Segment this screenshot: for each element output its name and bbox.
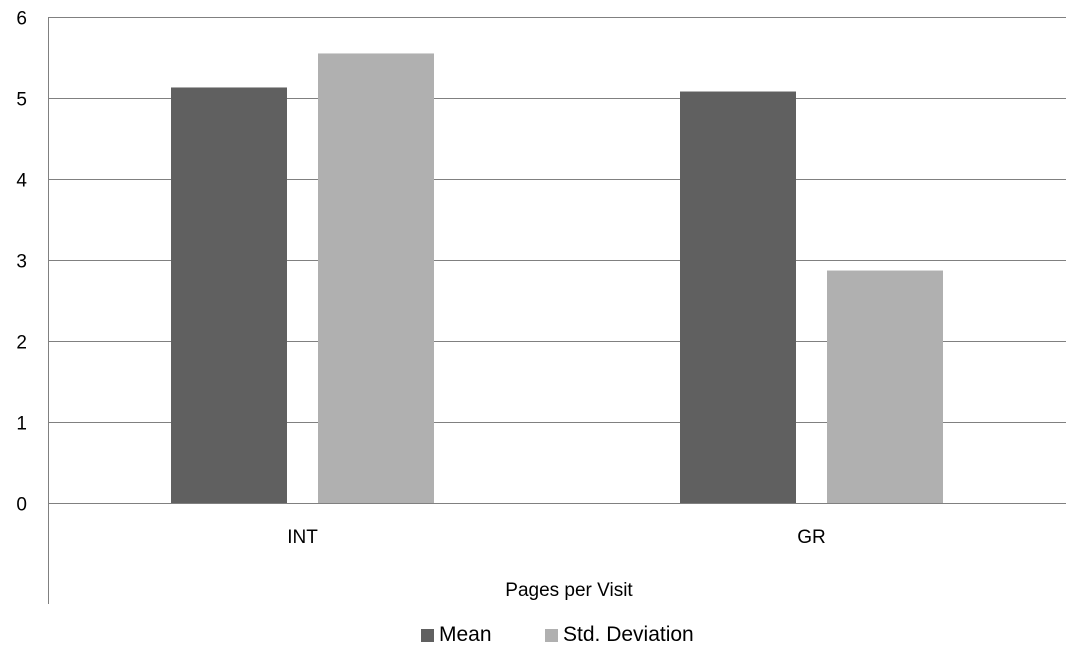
- bars: [171, 53, 943, 504]
- y-tick-label: 6: [16, 9, 27, 30]
- category-label-gr: GR: [797, 527, 826, 548]
- y-tick-label: 0: [16, 495, 27, 516]
- bar-gr-mean: [680, 91, 796, 504]
- bar-int-std-deviation: [318, 53, 434, 503]
- y-tick-label: 4: [16, 171, 27, 192]
- y-tick-labels: 0 1 2 3 4 5 6: [16, 9, 27, 516]
- y-tick-label: 2: [16, 333, 27, 354]
- legend-label: Mean: [439, 623, 492, 646]
- legend-swatch: [545, 629, 558, 642]
- y-tick-label: 1: [16, 414, 27, 435]
- legend-swatch: [421, 629, 434, 642]
- legend-item-mean: Mean: [421, 623, 492, 646]
- y-tick-label: 5: [16, 90, 27, 111]
- y-tick-label: 3: [16, 252, 27, 273]
- x-axis-title: Pages per Visit: [505, 580, 633, 601]
- bar-int-mean: [171, 87, 287, 503]
- legend-item-std-deviation: Std. Deviation: [545, 623, 694, 646]
- category-labels: INT GR: [287, 527, 826, 548]
- legend: Mean Std. Deviation: [421, 623, 694, 646]
- legend-label: Std. Deviation: [563, 623, 694, 646]
- category-label-int: INT: [287, 527, 318, 548]
- bar-gr-std-deviation: [827, 270, 943, 503]
